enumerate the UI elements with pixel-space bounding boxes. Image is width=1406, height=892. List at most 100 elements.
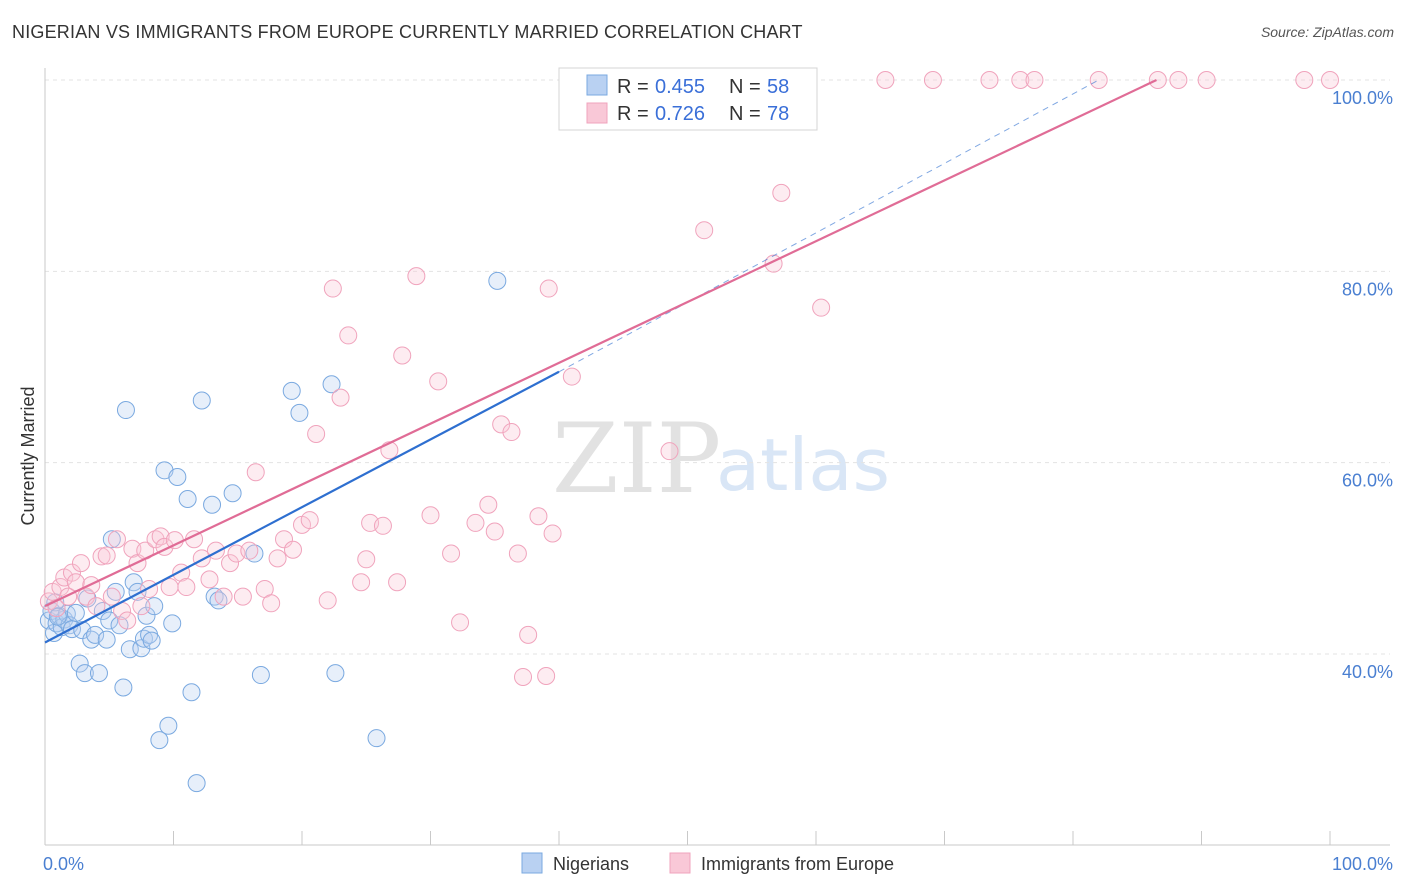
point-s1-90 xyxy=(1197,71,1216,89)
legend-swatch-immigrants xyxy=(586,102,608,124)
point-s1-84 xyxy=(980,71,999,89)
point-s0-55 xyxy=(488,271,507,290)
point-s1-57 xyxy=(388,573,407,592)
point-s0-50 xyxy=(282,381,301,400)
point-s0-48 xyxy=(245,544,264,563)
legend-n-label-immigrants: N = xyxy=(729,103,761,125)
point-s0-27 xyxy=(124,573,143,592)
point-s0-19 xyxy=(97,630,116,649)
x-tick-labels: 0.0% 100.0% xyxy=(43,854,1393,874)
point-s1-62 xyxy=(442,544,461,563)
legend-n-label-nigerians: N = xyxy=(729,76,761,98)
point-s1-78 xyxy=(695,221,714,240)
point-s1-13 xyxy=(97,546,116,565)
gridlines xyxy=(45,79,1390,655)
point-s0-11 xyxy=(70,654,89,673)
point-s1-23 xyxy=(146,530,165,549)
point-s1-61 xyxy=(429,372,448,391)
point-s1-71 xyxy=(519,625,538,644)
point-s1-15 xyxy=(107,530,126,549)
point-s1-88 xyxy=(1148,71,1167,89)
point-s0-43 xyxy=(192,391,211,410)
point-s0-39 xyxy=(168,468,187,487)
point-s1-66 xyxy=(485,522,504,541)
point-s0-35 xyxy=(150,731,169,750)
top-legend: R = 0.455 N = 58 R = 0.726 N = 78 xyxy=(558,67,818,131)
point-s1-91 xyxy=(1295,71,1314,89)
point-s0-53 xyxy=(326,664,345,683)
point-s1-38 xyxy=(240,541,259,560)
point-s1-14 xyxy=(102,587,121,606)
point-s1-29 xyxy=(177,578,196,597)
legend-n-value-nigerians: 58 xyxy=(767,76,789,98)
point-s1-24 xyxy=(151,527,170,546)
point-s0-20 xyxy=(100,611,119,630)
point-s1-80 xyxy=(772,183,791,202)
point-s1-89 xyxy=(1169,71,1188,89)
point-s1-63 xyxy=(451,613,470,632)
point-s1-50 xyxy=(331,388,350,407)
point-s0-25 xyxy=(116,401,135,420)
point-s1-83 xyxy=(923,71,942,89)
point-s1-68 xyxy=(502,423,521,442)
point-s0-24 xyxy=(114,678,133,697)
point-s1-6 xyxy=(62,563,81,582)
point-s1-47 xyxy=(307,424,326,443)
point-s1-37 xyxy=(233,587,252,606)
watermark-atlas: atlas xyxy=(716,423,890,507)
point-s0-10 xyxy=(66,603,85,622)
point-s0-21 xyxy=(102,530,121,549)
legend-r-label-nigerians: R = xyxy=(617,76,649,98)
point-s1-32 xyxy=(200,570,219,589)
point-s1-92 xyxy=(1321,71,1339,89)
point-s0-51 xyxy=(290,403,309,422)
point-s0-47 xyxy=(223,484,242,503)
x-tick-label-max: 100.0% xyxy=(1332,854,1393,874)
point-s1-51 xyxy=(339,326,358,345)
point-s1-49 xyxy=(323,279,342,298)
point-s1-41 xyxy=(262,594,281,613)
point-s1-74 xyxy=(539,279,558,298)
point-s1-20 xyxy=(132,597,151,616)
bottom-legend-label-immigrants: Immigrants from Europe xyxy=(701,854,894,874)
point-s0-41 xyxy=(182,683,201,702)
axes xyxy=(44,68,1390,846)
y-tick-label-1: 60.0% xyxy=(1342,471,1393,491)
y-axis-label: Currently Married xyxy=(18,386,38,525)
bottom-legend-label-nigerians: Nigerians xyxy=(553,854,629,874)
legend-r-label-immigrants: R = xyxy=(617,103,649,125)
x-tick-marks xyxy=(44,831,1331,845)
x-tick-label-min: 0.0% xyxy=(43,854,84,874)
trend-line-immigrants xyxy=(44,79,1157,608)
watermark: ZIP atlas xyxy=(552,403,890,515)
series-points xyxy=(39,71,1339,793)
legend-swatch-nigerians xyxy=(586,74,608,96)
point-s1-67 xyxy=(492,415,511,434)
point-s1-42 xyxy=(268,549,287,568)
trend-line-nigerians xyxy=(44,370,560,644)
point-s0-37 xyxy=(159,716,178,735)
point-s1-59 xyxy=(407,267,426,286)
series-1 xyxy=(39,71,1339,686)
point-s1-48 xyxy=(318,591,337,610)
point-s1-64 xyxy=(466,513,485,532)
bottom-legend-swatch-immigrants xyxy=(669,852,691,874)
watermark-zip: ZIP xyxy=(552,403,721,515)
point-s0-44 xyxy=(203,495,222,514)
point-s1-75 xyxy=(543,524,562,543)
point-s1-73 xyxy=(537,667,556,686)
point-s0-31 xyxy=(137,606,156,625)
point-s1-65 xyxy=(479,495,498,514)
point-s1-39 xyxy=(246,463,265,482)
point-s1-44 xyxy=(284,540,303,559)
point-s1-43 xyxy=(275,530,294,549)
bottom-legend-swatch-nigerians xyxy=(521,852,543,874)
point-s1-55 xyxy=(373,516,392,535)
point-s1-60 xyxy=(421,506,440,525)
point-s1-22 xyxy=(140,579,159,598)
point-s1-70 xyxy=(514,667,533,686)
chart-source: Source: ZipAtlas.com xyxy=(1260,24,1394,40)
point-s1-77 xyxy=(660,442,679,461)
legend-r-value-immigrants: 0.726 xyxy=(655,103,705,125)
point-s1-58 xyxy=(393,346,412,365)
